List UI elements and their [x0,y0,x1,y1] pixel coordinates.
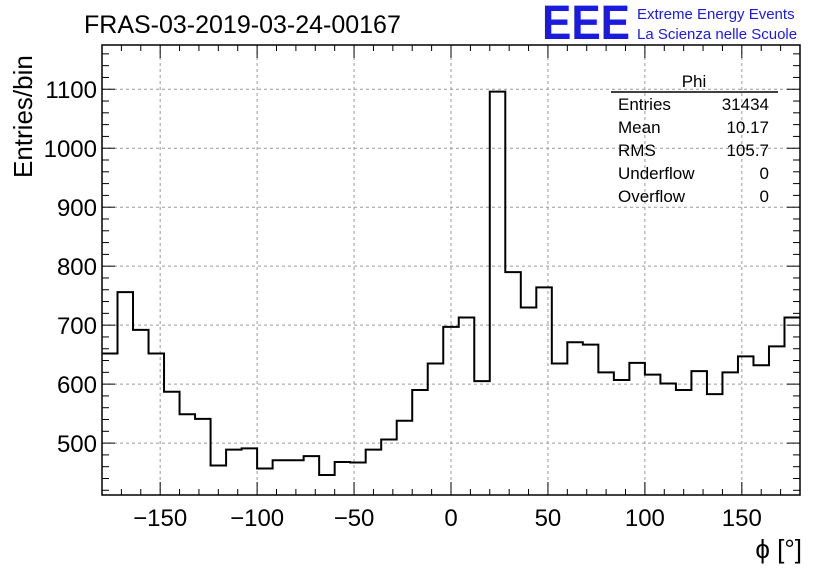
stats-label: Entries [618,95,671,114]
stats-name: Phi [682,72,707,91]
stats-value: 0 [760,187,769,206]
x-tick-label: −150 [133,505,187,532]
x-axis-label: ϕ [°] [755,534,802,564]
y-tick-label: 700 [57,313,97,340]
y-tick-label: 1000 [44,136,97,163]
histogram-series [102,90,800,476]
stats-rows: Entries 31434 Mean 10.17 RMS 105.7 Underflow 0 O… [618,95,769,206]
logo-line-2: La Scienza nelle Scuole [637,26,797,43]
stats-value: 31434 [722,95,769,114]
x-tick-label: −100 [230,505,284,532]
x-tick-label: −50 [334,505,375,532]
stats-label: RMS [618,141,656,160]
stats-value: 10.17 [726,118,769,137]
eee-logo-mark: EEE [542,0,630,50]
y-axis-label: Entries/bin [8,55,38,178]
logo-line-1: Extreme Energy Events [637,6,795,23]
x-tick-label: 0 [444,505,457,532]
x-tick-label: 50 [535,505,562,532]
grid-lines [102,45,800,495]
x-tick-label: 150 [722,505,762,532]
y-tick-labels: 500 600 700 800 900 1000 1100 [44,77,97,458]
y-tick-label: 500 [57,431,97,458]
stats-value: 105.7 [726,141,769,160]
stats-value: 0 [760,164,769,183]
stats-label: Overflow [618,187,686,206]
x-tick-label: 100 [625,505,665,532]
stats-box: Phi Entries 31434 Mean 10.17 RMS 105.7 Underfl… [611,72,778,206]
y-tick-label: 600 [57,372,97,399]
stats-label: Mean [618,118,661,137]
y-tick-label: 800 [57,254,97,281]
stats-label: Underflow [618,164,695,183]
x-tick-labels: −150 −100 −50 0 50 100 150 [133,505,762,532]
eee-logo: EEE Extreme Energy Events La Scienza nel… [542,0,797,50]
y-tick-label: 900 [57,195,97,222]
y-tick-label: 1100 [45,77,97,104]
axis-ticks [101,45,801,495]
chart-title: FRAS-03-2019-03-24-00167 [84,11,401,39]
